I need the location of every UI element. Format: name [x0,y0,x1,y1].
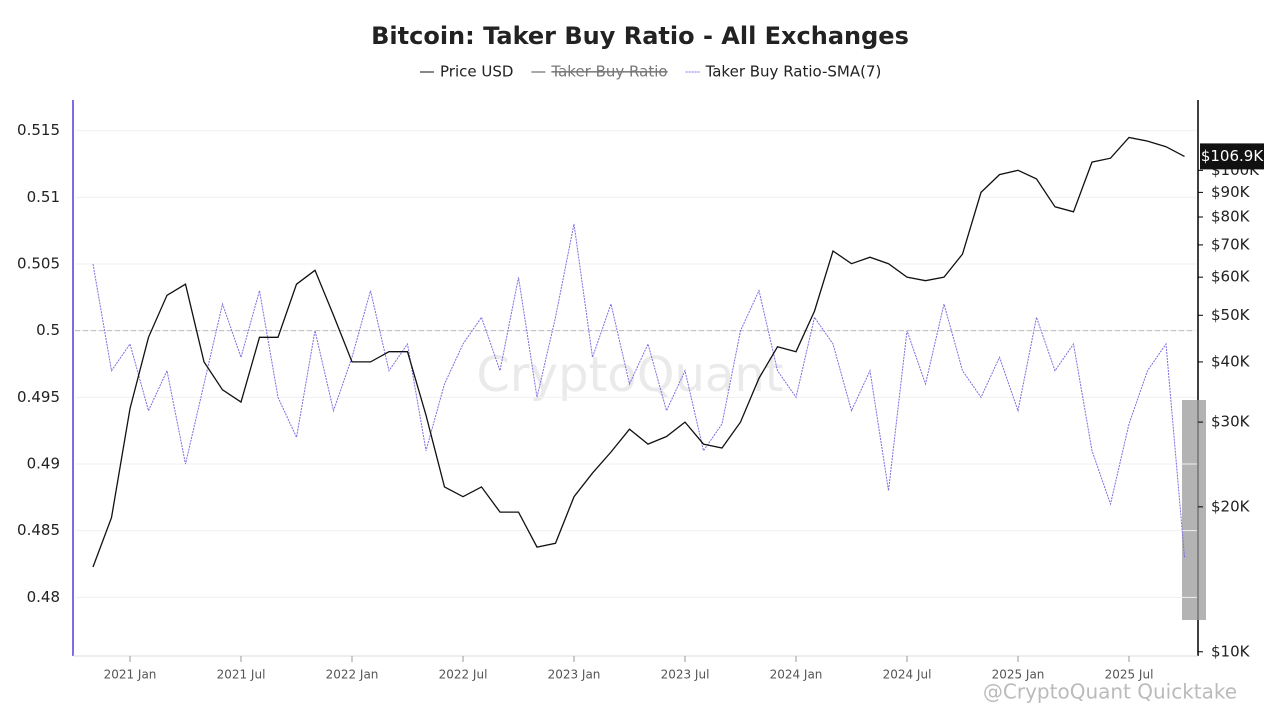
legend-label: Taker Buy Ratio-SMA(7) [705,63,882,81]
y-tick-label: 0.515 [17,121,60,139]
y2-tick-label: $80K [1211,208,1251,226]
x-tick-label: 2024 Jul [883,668,932,682]
x-tick-label: 2021 Jan [104,668,157,682]
y-tick-label: 0.49 [27,455,60,473]
y-tick-label: 0.5 [36,321,60,339]
series-line [92,136,1185,568]
y2-tick-label: $20K [1211,497,1251,515]
x-tick-label: 2021 Jul [217,668,266,682]
y2-tick-label: $40K [1211,352,1251,370]
series-line [92,223,1185,558]
y2-tick-label: $50K [1211,306,1251,324]
y-tick-label: 0.48 [27,588,60,606]
highlight-box [1182,400,1206,620]
x-tick-label: 2022 Jul [439,668,488,682]
y2-tick-label: $30K [1211,413,1251,431]
y2-tick-label: $10K [1211,642,1251,660]
credit: @CryptoQuant Quicktake [983,680,1237,704]
y-tick-label: 0.495 [17,388,60,406]
y2-tick-label: $90K [1211,183,1251,201]
x-tick-label: 2022 Jan [326,668,379,682]
x-tick-label: 2024 Jan [770,668,823,682]
y-tick-label: 0.505 [17,255,60,273]
legend-label: Price USD [440,63,513,81]
y-tick-label: 0.485 [17,521,60,539]
x-tick-label: 2025 Jul [1105,668,1154,682]
y2-tick-label: $70K [1211,235,1251,253]
y-tick-label: 0.51 [27,188,60,206]
x-tick-label: 2025 Jan [992,668,1045,682]
chart-title: Bitcoin: Taker Buy Ratio - All Exchanges [371,22,909,50]
price-label: $106.9K [1201,147,1264,165]
x-tick-label: 2023 Jan [548,668,601,682]
x-tick-label: 2023 Jul [661,668,710,682]
watermark: CryptoQuant [476,347,783,403]
y2-tick-label: $60K [1211,268,1251,286]
price-label-box [1200,143,1264,170]
